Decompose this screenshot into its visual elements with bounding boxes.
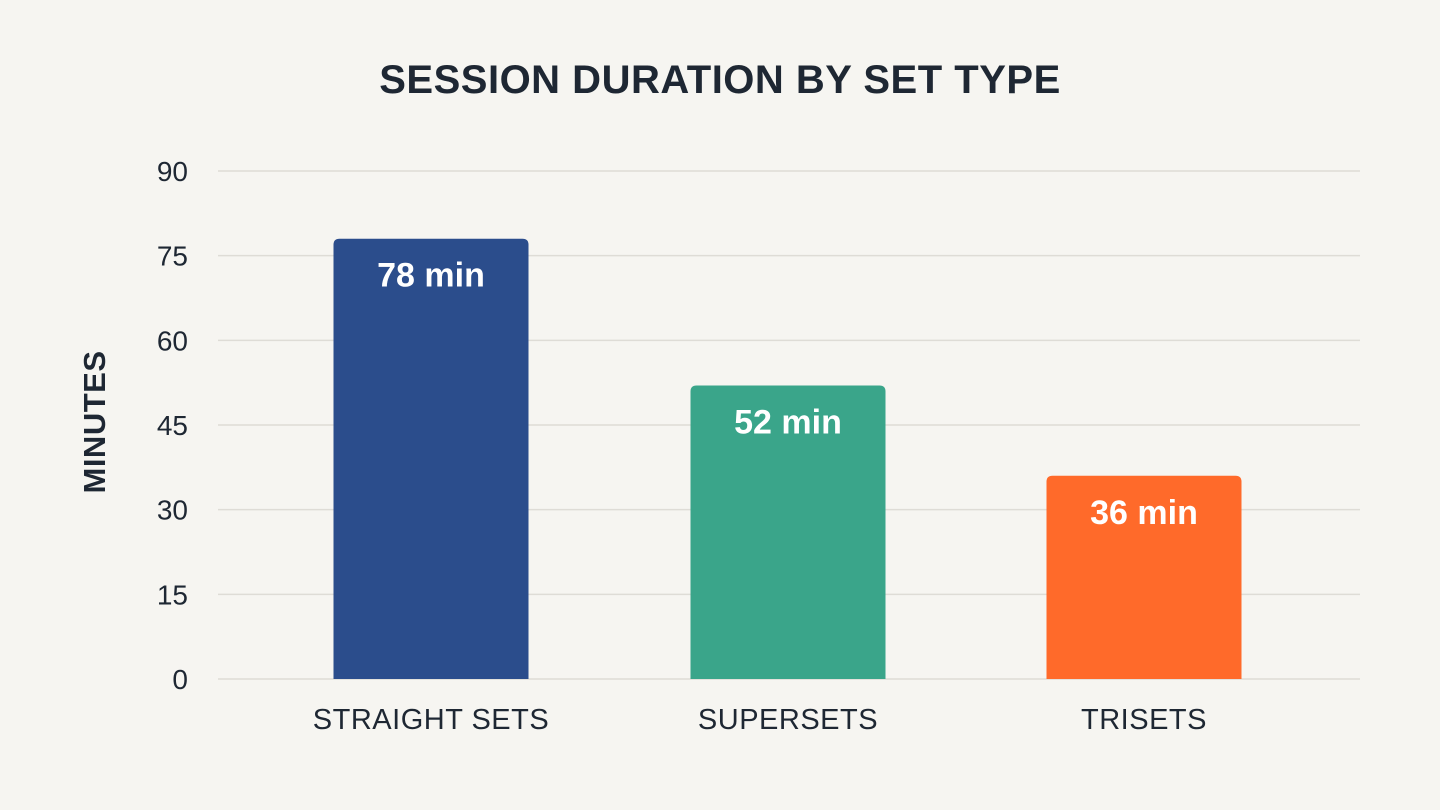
- bars: [333, 238, 1242, 679]
- y-tick-label: 15: [157, 579, 188, 610]
- bar-data-label: 78 min: [377, 257, 485, 295]
- y-axis-ticks: 0 15 30 45 60 75 90: [157, 156, 188, 695]
- y-tick-label: 30: [157, 495, 188, 526]
- y-tick-label: 45: [157, 410, 188, 441]
- chart-title: SESSION DURATION BY SET TYPE: [379, 58, 1061, 102]
- bar-data-label: 52 min: [734, 403, 842, 441]
- bar: [1046, 475, 1242, 679]
- y-tick-label: 90: [157, 156, 188, 187]
- bar: [333, 238, 529, 679]
- bar-data-label: 36 min: [1090, 494, 1198, 532]
- y-tick-label: 75: [157, 241, 188, 272]
- bar: [690, 385, 886, 679]
- y-tick-label: 60: [157, 325, 188, 356]
- x-category-label: TRISETS: [1081, 704, 1207, 736]
- data-labels: 78 min 52 min 36 min: [377, 257, 1198, 532]
- y-tick-label: 0: [172, 664, 188, 695]
- x-category-label: SUPERSETS: [698, 704, 878, 736]
- x-category-label: STRAIGHT SETS: [313, 704, 549, 736]
- x-axis-categories: STRAIGHT SETS SUPERSETS TRISETS: [313, 704, 1207, 736]
- y-axis-label: MINUTES: [77, 351, 112, 494]
